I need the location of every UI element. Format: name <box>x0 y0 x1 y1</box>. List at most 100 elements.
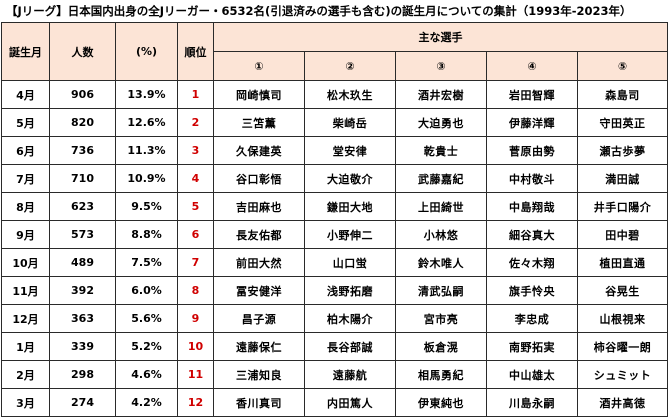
player-cell: 松木玖生 <box>304 80 396 109</box>
player-cell: 山口蛍 <box>304 248 396 277</box>
month-cell: 3月 <box>1 388 50 417</box>
rank-cell: 8 <box>177 276 214 305</box>
rank-cell: 3 <box>177 136 214 165</box>
table-row: 7月 710 10.9% 4 谷口彰悟 大迫敬介 武藤嘉紀 中村敬斗 満田誠 <box>1 164 668 193</box>
count-cell: 906 <box>49 80 116 109</box>
player-cell: 清武弘嗣 <box>395 276 487 305</box>
player-cell: 大迫敬介 <box>304 164 396 193</box>
percent-cell: 5.2% <box>115 332 178 361</box>
player-cell: 長友佑都 <box>213 220 305 249</box>
table-row: 12月 363 5.6% 9 昌子源 柏木陽介 宮市亮 李忠成 山根視来 <box>1 304 668 333</box>
player-cell: 川島永嗣 <box>486 388 578 417</box>
header-main-players: 主な選手 <box>213 22 668 52</box>
month-cell: 9月 <box>1 220 50 249</box>
table-row: 10月 489 7.5% 7 前田大然 山口蛍 鈴木唯人 佐々木翔 植田直通 <box>1 248 668 277</box>
header-player-3: ③ <box>395 51 487 81</box>
count-cell: 820 <box>49 108 116 137</box>
rank-cell: 7 <box>177 248 214 277</box>
header-player-2: ② <box>304 51 396 81</box>
birth-month-table: 誕生月 人数 (%) 順位 主な選手 ① ② ③ ④ ⑤ 4月 906 13.9% 1… <box>1 22 668 417</box>
month-cell: 2月 <box>1 360 50 389</box>
player-cell: 武藤嘉紀 <box>395 164 487 193</box>
percent-cell: 5.6% <box>115 304 178 333</box>
player-cell: 冨安健洋 <box>213 276 305 305</box>
player-cell: 小野伸二 <box>304 220 396 249</box>
player-cell: 吉田麻也 <box>213 192 305 221</box>
player-cell: 柿谷曜一朗 <box>577 332 668 361</box>
player-cell: 瀬古歩夢 <box>577 136 668 165</box>
month-cell: 12月 <box>1 304 50 333</box>
count-cell: 363 <box>49 304 116 333</box>
month-cell: 10月 <box>1 248 50 277</box>
player-cell: 鎌田大地 <box>304 192 396 221</box>
player-cell: 昌子源 <box>213 304 305 333</box>
player-cell: 堂安律 <box>304 136 396 165</box>
player-cell: 田中碧 <box>577 220 668 249</box>
percent-cell: 13.9% <box>115 80 178 109</box>
percent-cell: 7.5% <box>115 248 178 277</box>
rank-cell: 4 <box>177 164 214 193</box>
month-cell: 5月 <box>1 108 50 137</box>
player-cell: 鈴木唯人 <box>395 248 487 277</box>
player-cell: 中村敬斗 <box>486 164 578 193</box>
header-player-4: ④ <box>486 51 578 81</box>
player-cell: 遠藤保仁 <box>213 332 305 361</box>
player-cell: 内田篤人 <box>304 388 396 417</box>
month-cell: 1月 <box>1 332 50 361</box>
player-cell: 岡崎慎司 <box>213 80 305 109</box>
player-cell: 小林悠 <box>395 220 487 249</box>
player-cell: 酒井宏樹 <box>395 80 487 109</box>
player-cell: 前田大然 <box>213 248 305 277</box>
table-row: 6月 736 11.3% 3 久保建英 堂安律 乾貴士 菅原由勢 瀬古歩夢 <box>1 136 668 165</box>
table-row: 5月 820 12.6% 2 三笘薫 柴崎岳 大迫勇也 伊藤洋輝 守田英正 <box>1 108 668 137</box>
player-cell: 板倉滉 <box>395 332 487 361</box>
table-row: 2月 298 4.6% 11 三浦知良 遠藤航 相馬勇紀 中山雄太 シュミット <box>1 360 668 389</box>
table-row: 4月 906 13.9% 1 岡崎慎司 松木玖生 酒井宏樹 岩田智輝 森島司 <box>1 80 668 109</box>
month-cell: 7月 <box>1 164 50 193</box>
table-row: 11月 392 6.0% 8 冨安健洋 浅野拓磨 清武弘嗣 旗手怜央 谷晃生 <box>1 276 668 305</box>
player-cell: 中島翔哉 <box>486 192 578 221</box>
rank-cell: 1 <box>177 80 214 109</box>
count-cell: 710 <box>49 164 116 193</box>
count-cell: 623 <box>49 192 116 221</box>
player-cell: 森島司 <box>577 80 668 109</box>
player-cell: 柏木陽介 <box>304 304 396 333</box>
header-player-1: ① <box>213 51 305 81</box>
count-cell: 274 <box>49 388 116 417</box>
player-cell: 相馬勇紀 <box>395 360 487 389</box>
player-cell: 菅原由勢 <box>486 136 578 165</box>
player-cell: 植田直通 <box>577 248 668 277</box>
player-cell: 谷口彰悟 <box>213 164 305 193</box>
player-cell: 長谷部誠 <box>304 332 396 361</box>
player-cell: 香川真司 <box>213 388 305 417</box>
player-cell: 山根視来 <box>577 304 668 333</box>
header-count: 人数 <box>49 22 116 81</box>
player-cell: 中山雄太 <box>486 360 578 389</box>
player-cell: 乾貴士 <box>395 136 487 165</box>
player-cell: 大迫勇也 <box>395 108 487 137</box>
player-cell: 佐々木翔 <box>486 248 578 277</box>
header-rank: 順位 <box>177 22 214 81</box>
count-cell: 392 <box>49 276 116 305</box>
percent-cell: 6.0% <box>115 276 178 305</box>
player-cell: 三浦知良 <box>213 360 305 389</box>
player-cell: シュミット <box>577 360 668 389</box>
rank-cell: 12 <box>177 388 214 417</box>
player-cell: 谷晃生 <box>577 276 668 305</box>
rank-cell: 10 <box>177 332 214 361</box>
player-cell: 満田誠 <box>577 164 668 193</box>
player-cell: 守田英正 <box>577 108 668 137</box>
count-cell: 339 <box>49 332 116 361</box>
count-cell: 298 <box>49 360 116 389</box>
rank-cell: 11 <box>177 360 214 389</box>
player-cell: 伊藤洋輝 <box>486 108 578 137</box>
percent-cell: 9.5% <box>115 192 178 221</box>
player-cell: 浅野拓磨 <box>304 276 396 305</box>
player-cell: 三笘薫 <box>213 108 305 137</box>
count-cell: 736 <box>49 136 116 165</box>
percent-cell: 4.2% <box>115 388 178 417</box>
percent-cell: 4.6% <box>115 360 178 389</box>
rank-cell: 9 <box>177 304 214 333</box>
count-cell: 489 <box>49 248 116 277</box>
player-cell: 久保建英 <box>213 136 305 165</box>
